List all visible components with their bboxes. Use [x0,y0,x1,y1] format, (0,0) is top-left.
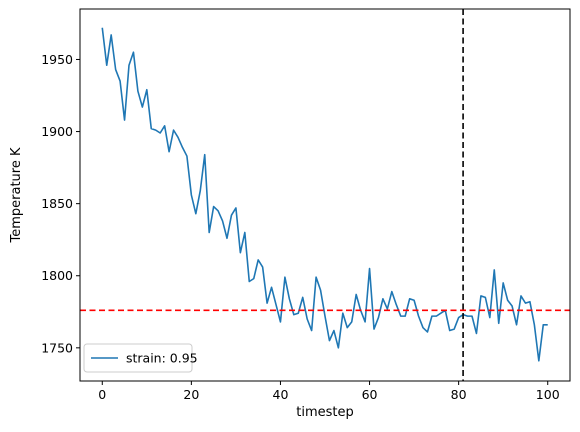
plot-area [80,9,570,381]
y-tick-label: 1850 [41,196,73,211]
x-tick-label: 0 [98,387,106,402]
y-tick-label: 1800 [41,268,73,283]
series-line-1 [101,27,548,362]
x-tick-label: 60 [362,387,378,402]
x-axis-label: timestep [296,405,354,420]
legend-box [83,343,193,373]
y-axis-label: Temperature K [9,147,24,243]
axes-frame [79,8,571,382]
y-tick-label: 1900 [41,124,73,139]
y-tick-label: 1950 [41,52,73,67]
x-tick-label: 20 [183,387,199,402]
y-tick-label: 1750 [41,340,73,355]
x-tick-label: 80 [451,387,467,402]
x-tick-label: 40 [273,387,289,402]
legend: strain: 0.95 [83,343,198,373]
legend-label: strain: 0.95 [126,351,198,366]
axis-ticks: 0 20 40 60 80 100 1750 1800 1850 1900 1950 [41,52,560,402]
x-tick-label: 100 [536,387,560,402]
